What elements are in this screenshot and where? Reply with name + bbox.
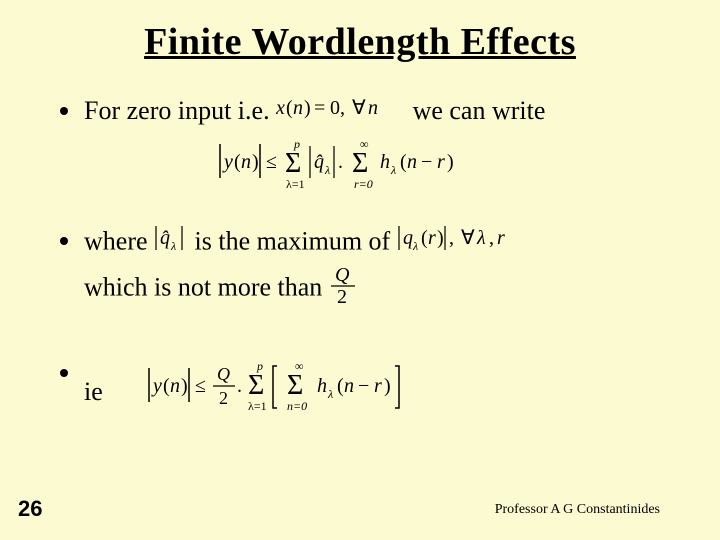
svg-text:n: n bbox=[241, 151, 251, 173]
svg-text:h: h bbox=[317, 375, 327, 397]
svg-text:q̂: q̂ bbox=[314, 151, 324, 173]
svg-text:,: , bbox=[449, 227, 454, 249]
svg-text:q: q bbox=[403, 227, 413, 249]
page-number: 26 bbox=[18, 496, 42, 522]
bullet-2-pre: where bbox=[84, 227, 154, 256]
svg-text:): ) bbox=[304, 97, 311, 119]
svg-text:−: − bbox=[421, 151, 432, 173]
svg-text:2: 2 bbox=[219, 388, 228, 408]
inline-eq-Q2: Q 2 bbox=[329, 263, 359, 316]
svg-text:(: ( bbox=[286, 97, 293, 119]
svg-text:n: n bbox=[407, 151, 417, 173]
svg-text:n: n bbox=[344, 375, 354, 397]
svg-text:λ: λ bbox=[324, 163, 330, 177]
svg-text:∀: ∀ bbox=[461, 227, 475, 249]
svg-text:Σ: Σ bbox=[352, 148, 368, 179]
svg-text:≤: ≤ bbox=[195, 375, 206, 397]
svg-text:λ: λ bbox=[327, 387, 333, 401]
svg-text:Σ: Σ bbox=[285, 148, 301, 179]
svg-text:h: h bbox=[380, 151, 390, 173]
equation-2: y ( n ) ≤ Q 2 . p Σ λ=1 bbox=[143, 356, 483, 427]
svg-text:q̂: q̂ bbox=[160, 227, 170, 249]
bullet-2-mid: is the maximum of bbox=[195, 227, 397, 256]
inline-eq-qlr: q λ ( r ) , ∀ λ , r bbox=[397, 224, 537, 263]
bullet-dot-icon bbox=[60, 107, 68, 115]
equation-1-container: y ( n ) ≤ p Σ λ=1 q̂ λ . ∞ Σ r=0 h λ ( n… bbox=[60, 136, 660, 196]
bullet-1: For zero input i.e. x ( n ) = 0, ∀ n we … bbox=[60, 94, 660, 130]
svg-text:(: ( bbox=[163, 375, 170, 397]
bullet-3-text: ie y ( n ) ≤ Q 2 . p Σ bbox=[84, 356, 660, 427]
svg-text:λ=1: λ=1 bbox=[248, 399, 267, 413]
svg-text:): ) bbox=[437, 227, 444, 249]
svg-text:n: n bbox=[293, 97, 303, 119]
svg-text:λ: λ bbox=[476, 227, 486, 249]
svg-text:(: ( bbox=[421, 227, 428, 249]
svg-text:n=0: n=0 bbox=[287, 399, 307, 413]
svg-text:n: n bbox=[170, 375, 180, 397]
bullet-2: where q̂ λ is the maximum of q λ ( r ) bbox=[60, 224, 660, 316]
svg-text:0,: 0, bbox=[330, 97, 345, 119]
svg-text:,: , bbox=[489, 227, 494, 249]
svg-text:): ) bbox=[447, 151, 454, 173]
svg-text:.: . bbox=[338, 151, 343, 173]
svg-text:(: ( bbox=[337, 375, 344, 397]
svg-text:r: r bbox=[428, 227, 436, 249]
bullet-1-post: we can write bbox=[413, 96, 546, 125]
inline-eq-qhat: q̂ λ bbox=[154, 224, 188, 263]
svg-text:λ: λ bbox=[412, 239, 418, 253]
svg-text:Σ: Σ bbox=[248, 370, 264, 401]
bullet-1-text: For zero input i.e. x ( n ) = 0, ∀ n we … bbox=[84, 94, 660, 130]
slide-title: Finite Wordlength Effects bbox=[60, 20, 660, 64]
svg-text:λ: λ bbox=[390, 163, 396, 177]
svg-text:r: r bbox=[497, 227, 505, 249]
footer-credit: Professor A G Constantinides bbox=[495, 502, 660, 518]
svg-text:=: = bbox=[314, 97, 325, 119]
svg-text:∀: ∀ bbox=[352, 97, 366, 119]
svg-text:(: ( bbox=[400, 151, 407, 173]
bullet-3-label: ie bbox=[84, 375, 103, 409]
svg-text:2: 2 bbox=[337, 286, 347, 307]
svg-text:Q: Q bbox=[335, 264, 350, 286]
svg-text:): ) bbox=[384, 375, 391, 397]
svg-text:r: r bbox=[374, 375, 382, 397]
svg-text:r=0: r=0 bbox=[354, 177, 373, 191]
bullet-dot-icon bbox=[60, 237, 68, 245]
svg-text:λ=1: λ=1 bbox=[286, 177, 305, 191]
svg-text:(: ( bbox=[234, 151, 241, 173]
svg-text:x: x bbox=[276, 97, 285, 119]
svg-text:y: y bbox=[222, 151, 233, 173]
svg-text:): ) bbox=[181, 375, 188, 397]
bullet-2-text: where q̂ λ is the maximum of q λ ( r ) bbox=[84, 224, 660, 316]
svg-text:.: . bbox=[237, 375, 242, 397]
svg-text:r: r bbox=[437, 151, 445, 173]
svg-text:−: − bbox=[358, 375, 369, 397]
slide-container: Finite Wordlength Effects For zero input… bbox=[0, 0, 720, 540]
svg-text:≤: ≤ bbox=[266, 151, 277, 173]
svg-text:Q: Q bbox=[217, 364, 230, 384]
bullet-1-pre: For zero input i.e. bbox=[84, 96, 276, 125]
bullet-2-line2: which is not more than bbox=[84, 273, 329, 302]
bullet-dot-icon bbox=[60, 369, 68, 377]
svg-text:): ) bbox=[252, 151, 259, 173]
equation-1: y ( n ) ≤ p Σ λ=1 q̂ λ . ∞ Σ r=0 h λ ( n… bbox=[210, 136, 510, 196]
svg-text:Σ: Σ bbox=[287, 370, 303, 401]
inline-eq-xn: x ( n ) = 0, ∀ n bbox=[276, 96, 406, 131]
svg-text:n: n bbox=[368, 97, 378, 119]
svg-text:λ: λ bbox=[170, 239, 176, 253]
svg-text:y: y bbox=[151, 375, 162, 397]
bullet-3: ie y ( n ) ≤ Q 2 . p Σ bbox=[60, 356, 660, 427]
